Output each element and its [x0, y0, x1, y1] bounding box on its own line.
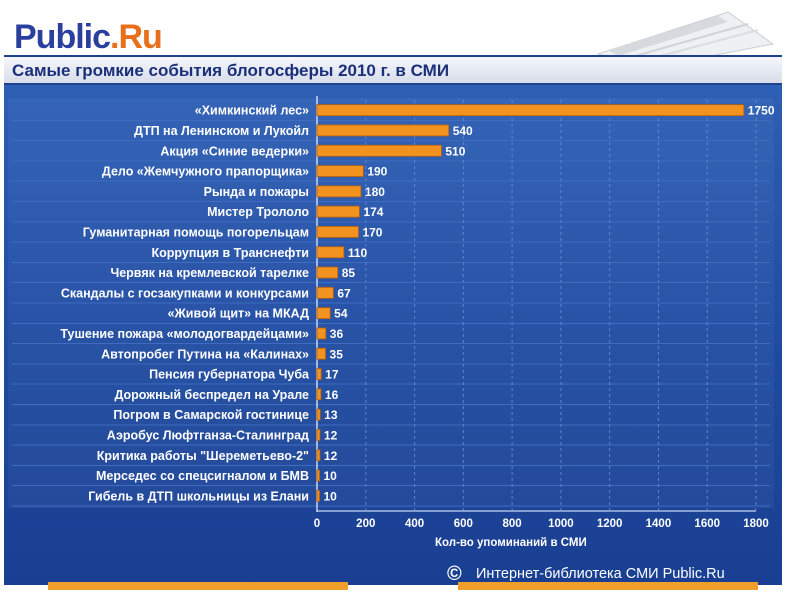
copyright-symbol: © — [447, 563, 462, 585]
data-label: 12 — [324, 428, 338, 442]
x-tick-label: 1200 — [597, 518, 623, 530]
footer-bar-right — [458, 582, 758, 590]
category-label: Пенсия губернатора Чуба — [149, 368, 310, 382]
x-tick-label: 1000 — [548, 518, 574, 530]
logo-part-public: Public — [14, 18, 111, 56]
data-bar — [316, 246, 345, 259]
category-label: ДТП на Ленинском и Лукойл — [134, 124, 309, 138]
category-label: Аэробус Люфтганза-Сталинград — [107, 428, 309, 442]
data-bar — [316, 104, 745, 117]
category-label: Акция «Синие ведерки» — [160, 144, 309, 158]
category-label: Мерседес со спецсигналом и БМВ — [96, 469, 309, 483]
category-label: Гуманитарная помощь погорельцам — [83, 225, 309, 239]
data-bar — [316, 347, 326, 360]
category-label: Мистер Трололо — [207, 205, 309, 219]
data-label: 174 — [363, 205, 383, 219]
data-bar — [316, 327, 327, 340]
public-ru-logo: Public.Ru — [14, 18, 163, 56]
category-label: Дело «Жемчужного прапорщика» — [102, 165, 309, 179]
data-bar — [316, 388, 322, 401]
data-label: 180 — [365, 185, 385, 199]
data-label: 13 — [324, 408, 338, 422]
data-bar — [316, 205, 360, 218]
data-label: 1750 — [748, 104, 775, 118]
data-label: 54 — [334, 307, 348, 321]
data-label: 540 — [453, 124, 473, 138]
category-label: Гибель в ДТП школьницы из Елани — [88, 489, 309, 503]
category-label: «Химкинский лес» — [195, 104, 309, 118]
data-label: 85 — [342, 266, 356, 280]
chart-panel — [4, 85, 782, 585]
data-label: 190 — [367, 165, 387, 179]
data-bar — [316, 368, 322, 380]
data-bar — [316, 124, 450, 137]
data-bar — [316, 408, 321, 421]
data-bar — [316, 449, 321, 462]
data-label: 12 — [324, 449, 338, 463]
x-tick-label: 1800 — [743, 518, 769, 530]
category-label: Автопробег Путина на «Калинах» — [101, 347, 309, 361]
data-bar — [316, 165, 364, 177]
data-label: 170 — [362, 225, 382, 239]
category-label: Коррупция в Транснефти — [152, 246, 310, 260]
x-tick-label: 200 — [356, 518, 375, 530]
logo-part-ru: .Ru — [110, 18, 163, 56]
data-label: 36 — [330, 327, 344, 341]
data-bar — [316, 286, 334, 299]
data-label: 10 — [324, 469, 338, 483]
x-tick-label: 800 — [503, 518, 522, 530]
chart-title: Самые громкие события блогосферы 2010 г.… — [12, 61, 450, 80]
x-tick-label: 400 — [405, 518, 424, 530]
category-label: Критика работы "Шереметьево-2" — [97, 449, 309, 463]
category-label: Червяк на кремлевской тарелке — [110, 266, 309, 280]
data-bar — [316, 429, 321, 441]
footer-bar-left — [48, 582, 348, 590]
data-bar — [316, 307, 331, 320]
category-label: «Живой щит» на МКАД — [168, 307, 310, 321]
copyright-text: Интернет-библиотека СМИ Public.Ru — [476, 566, 725, 582]
data-bar — [316, 469, 320, 482]
data-bar — [316, 226, 359, 238]
data-bar — [316, 266, 339, 279]
data-label: 17 — [325, 368, 339, 382]
data-label: 35 — [330, 347, 344, 361]
chart-title-bar: Самые громкие события блогосферы 2010 г.… — [4, 55, 782, 85]
data-bar — [316, 489, 320, 502]
data-label: 16 — [325, 388, 339, 402]
category-label: Тушение пожара «молодогвардейцами» — [60, 327, 309, 341]
category-label: Погром в Самарской гостинице — [113, 408, 309, 422]
x-tick-label: 1600 — [694, 518, 720, 530]
category-label: Скандалы с госзакупками и конкурсами — [61, 286, 309, 300]
x-tick-label: 600 — [454, 518, 473, 530]
data-label: 110 — [348, 246, 368, 260]
category-label: Рында и пожары — [204, 185, 309, 199]
x-tick-label: 0 — [314, 518, 320, 530]
data-label: 510 — [445, 144, 465, 158]
x-tick-label: 1400 — [646, 518, 672, 530]
data-label: 67 — [337, 286, 351, 300]
category-label: Дорожный беспредел на Урале — [114, 388, 309, 402]
data-bar — [316, 185, 362, 198]
data-label: 10 — [324, 489, 338, 503]
x-axis-title: Кол-во упоминаний в СМИ — [435, 537, 587, 549]
data-bar — [316, 144, 442, 157]
